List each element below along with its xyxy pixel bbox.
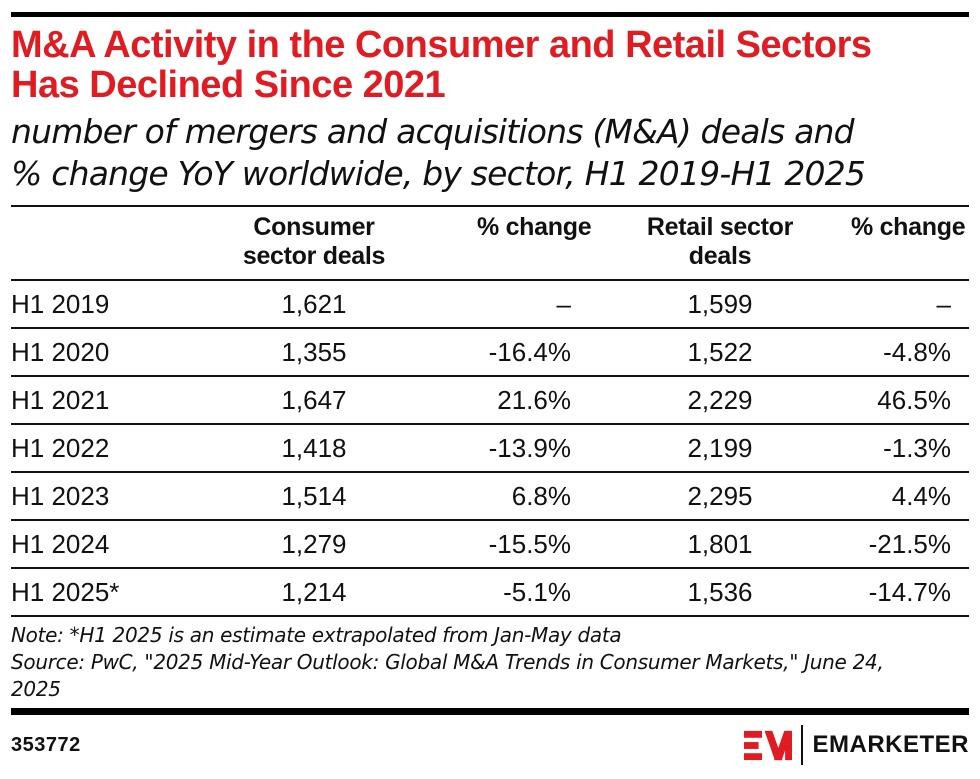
note-text: Note: *H1 2025 is an estimate extrapolat…	[11, 623, 622, 647]
data-table: Consumer sector deals % change Retail se…	[11, 205, 969, 617]
retail-deals-cell: 1,801	[589, 520, 851, 569]
consumer-change-cell: -16.4%	[477, 328, 589, 377]
retail-deals-cell: 1,522	[589, 328, 851, 377]
footnotes: Note: *H1 2025 is an estimate extrapolat…	[11, 622, 969, 703]
table-row: H1 2019 1,621 – 1,599 –	[11, 280, 969, 329]
table-row: H1 2023 1,514 6.8% 2,295 4.4%	[11, 472, 969, 521]
consumer-deals-cell: 1,647	[151, 376, 477, 425]
retail-deals-cell: 2,295	[589, 472, 851, 521]
consumer-deals-cell: 1,279	[151, 520, 477, 569]
retail-change-cell: -1.3%	[851, 424, 969, 473]
chart-subtitle: number of mergers and acquisitions (M&A)…	[11, 111, 969, 195]
retail-deals-cell: 1,599	[589, 280, 851, 329]
consumer-change-cell: 6.8%	[477, 472, 589, 521]
logo-divider	[801, 725, 804, 765]
chart-title-line2: Has Declined Since 2021	[11, 64, 446, 106]
retail-change-cell: -21.5%	[851, 520, 969, 569]
period-cell: H1 2019	[11, 280, 151, 329]
bottom-accent-bar	[11, 708, 969, 715]
period-cell: H1 2022	[11, 424, 151, 473]
consumer-change-cell: -15.5%	[477, 520, 589, 569]
chart-id: 353772	[11, 733, 81, 756]
column-header-retail-change: % change	[851, 206, 969, 281]
period-cell: H1 2020	[11, 328, 151, 377]
table-header-row: Consumer sector deals % change Retail se…	[11, 206, 969, 281]
consumer-deals-cell: 1,418	[151, 424, 477, 473]
consumer-change-cell: -5.1%	[477, 568, 589, 617]
consumer-change-cell: –	[477, 280, 589, 329]
consumer-change-cell: 21.6%	[477, 376, 589, 425]
footer: 353772 EMARKETER	[11, 725, 969, 765]
column-header-retail-deals: Retail sector deals	[589, 206, 851, 281]
retail-change-cell: 46.5%	[851, 376, 969, 425]
em-logo-mark-icon	[744, 730, 793, 760]
chart-title: M&A Activity in the Consumer and Retail …	[11, 25, 969, 105]
consumer-deals-cell: 1,514	[151, 472, 477, 521]
source-text: Source: PwC, "2025 Mid-Year Outlook: Glo…	[11, 650, 884, 701]
column-header-consumer-change: % change	[477, 206, 592, 281]
period-cell: H1 2021	[11, 376, 151, 425]
retail-change-cell: -14.7%	[851, 568, 969, 617]
table-row: H1 2020 1,355 -16.4% 1,522 -4.8%	[11, 328, 969, 377]
emarketer-logo: EMARKETER	[744, 725, 969, 765]
consumer-deals-cell: 1,214	[151, 568, 477, 617]
retail-deals-cell: 2,199	[589, 424, 851, 473]
emarketer-wordmark: EMARKETER	[812, 731, 969, 758]
table-row: H1 2022 1,418 -13.9% 2,199 -1.3%	[11, 424, 969, 473]
consumer-deals-cell: 1,355	[151, 328, 477, 377]
period-cell: H1 2024	[11, 520, 151, 569]
chart-subtitle-line1: number of mergers and acquisitions (M&A)…	[11, 112, 855, 151]
consumer-change-cell: -13.9%	[477, 424, 589, 473]
period-cell: H1 2023	[11, 472, 151, 521]
period-cell: H1 2025*	[11, 568, 151, 617]
table-row: H1 2021 1,647 21.6% 2,229 46.5%	[11, 376, 969, 425]
chart-card: M&A Activity in the Consumer and Retail …	[0, 12, 980, 765]
chart-title-line1: M&A Activity in the Consumer and Retail …	[11, 24, 872, 66]
table-row: H1 2025* 1,214 -5.1% 1,536 -14.7%	[11, 568, 969, 617]
retail-change-cell: 4.4%	[851, 472, 969, 521]
retail-change-cell: -4.8%	[851, 328, 969, 377]
retail-deals-cell: 1,536	[589, 568, 851, 617]
top-accent-bar	[11, 12, 969, 17]
column-header-consumer-deals: Consumer sector deals	[151, 206, 477, 281]
column-header-period	[11, 206, 151, 281]
chart-subtitle-line2: % change YoY worldwide, by sector, H1 20…	[11, 154, 866, 193]
retail-deals-cell: 2,229	[589, 376, 851, 425]
table-row: H1 2024 1,279 -15.5% 1,801 -21.5%	[11, 520, 969, 569]
consumer-deals-cell: 1,621	[151, 280, 477, 329]
retail-change-cell: –	[851, 280, 969, 329]
